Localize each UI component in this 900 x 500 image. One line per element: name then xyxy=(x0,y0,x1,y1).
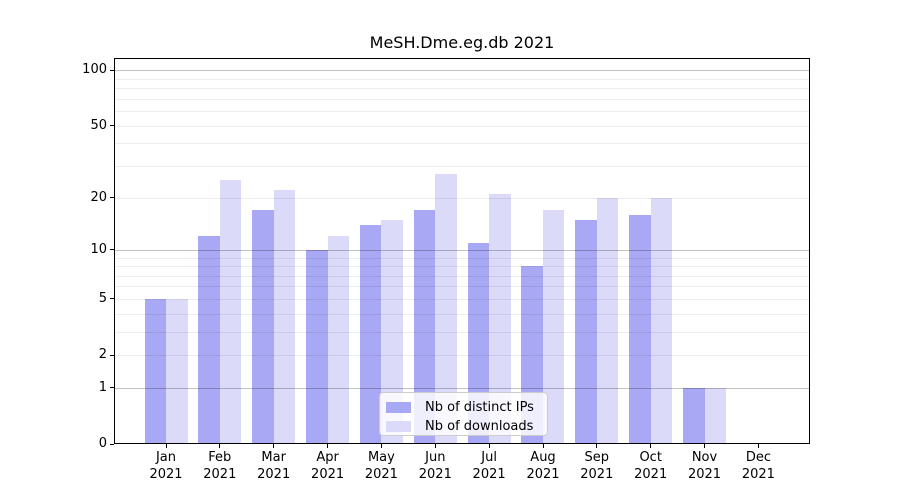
plot-area: Nb of distinct IPs Nb of downloads xyxy=(114,58,810,444)
x-tick-feb xyxy=(219,444,221,448)
y-tick-label-50: 50 xyxy=(90,117,107,133)
gridline-minor xyxy=(114,98,810,100)
x-tick-label-aug: Aug 2021 xyxy=(526,450,560,482)
gridline-minor xyxy=(114,266,810,268)
gridline-major xyxy=(114,70,810,72)
y-tick-2 xyxy=(110,354,114,356)
gridline-minor xyxy=(114,313,810,315)
y-tick-100 xyxy=(110,69,114,71)
gridline-minor xyxy=(114,125,810,127)
x-tick-aug xyxy=(542,444,544,448)
y-tick-label-10: 10 xyxy=(90,241,107,257)
bar-ips-feb xyxy=(198,236,220,444)
chart-title: MeSH.Dme.eg.db 2021 xyxy=(369,33,555,52)
bar-ips-jun xyxy=(413,210,436,444)
y-tick-50 xyxy=(110,125,114,127)
gridline-major xyxy=(114,387,810,389)
legend-row-downloads: Nb of downloads xyxy=(386,417,547,436)
x-tick-mar xyxy=(273,444,275,448)
x-tick-label-apr: Apr 2021 xyxy=(311,450,345,482)
gridline-minor xyxy=(114,355,810,356)
x-tick-sep xyxy=(596,444,598,448)
x-tick-label-sep: Sep 2021 xyxy=(580,450,614,482)
y-tick-1 xyxy=(110,387,114,389)
gridline-major xyxy=(114,249,810,251)
gridline-minor xyxy=(114,78,810,80)
bar-downloads-aug xyxy=(542,210,565,444)
bar-ips-mar xyxy=(252,210,274,444)
bar-ips-jan xyxy=(144,298,166,444)
bar-downloads-nov xyxy=(704,387,726,444)
bar-downloads-feb xyxy=(219,180,242,444)
bar-ips-apr xyxy=(306,249,328,444)
legend-swatch-distinct-ips xyxy=(386,402,411,413)
x-tick-label-jun: Jun 2021 xyxy=(418,450,452,482)
gridline-minor xyxy=(114,197,810,199)
x-tick-jul xyxy=(488,444,490,448)
bar-ips-may xyxy=(359,224,382,444)
x-tick-label-nov: Nov 2021 xyxy=(687,450,722,482)
gridline-minor xyxy=(114,88,810,90)
x-tick-label-may: May 2021 xyxy=(364,450,398,482)
gridlines-layer xyxy=(114,58,810,444)
x-tick-oct xyxy=(650,444,652,448)
y-tick-10 xyxy=(110,249,114,251)
x-tick-label-jul: Jul 2021 xyxy=(472,450,506,482)
bar-downloads-sep xyxy=(596,197,619,444)
legend-label-downloads: Nb of downloads xyxy=(425,419,534,434)
gridline-minor xyxy=(114,331,810,333)
gridline-minor xyxy=(114,257,810,259)
x-tick-label-mar: Mar 2021 xyxy=(257,450,291,482)
legend: Nb of distinct IPs Nb of downloads xyxy=(379,392,548,436)
y-tick-label-100: 100 xyxy=(82,62,107,78)
bar-downloads-mar xyxy=(273,190,296,444)
y-tick-20 xyxy=(110,197,114,198)
x-tick-jun xyxy=(434,444,436,448)
x-tick-may xyxy=(380,444,382,448)
bar-ips-oct xyxy=(629,214,651,444)
x-tick-label-feb: Feb 2021 xyxy=(203,450,237,482)
bar-downloads-oct xyxy=(650,197,673,444)
y-tick-label-2: 2 xyxy=(98,347,107,362)
gridline-minor xyxy=(114,111,810,113)
bar-ips-nov xyxy=(683,387,705,444)
x-tick-apr xyxy=(327,444,329,448)
bar-downloads-jun xyxy=(435,174,457,444)
y-tick-label-1: 1 xyxy=(98,379,107,395)
bar-downloads-apr xyxy=(327,236,350,444)
x-tick-dec xyxy=(757,444,759,448)
gridline-minor xyxy=(114,275,810,277)
legend-swatch-downloads xyxy=(386,421,411,432)
y-tick-0 xyxy=(110,443,114,445)
gridline-minor xyxy=(114,166,810,167)
bar-downloads-jul xyxy=(489,193,511,444)
gridline-minor xyxy=(114,143,810,145)
legend-label-distinct-ips: Nb of distinct IPs xyxy=(425,400,534,415)
x-tick-nov xyxy=(704,444,705,448)
x-tick-label-dec: Dec 2021 xyxy=(741,450,775,482)
gridline-minor xyxy=(114,286,810,288)
x-tick-jan xyxy=(165,444,167,448)
y-tick-5 xyxy=(110,298,114,300)
gridline-minor xyxy=(114,298,810,300)
y-tick-label-0: 0 xyxy=(98,436,107,451)
x-tick-label-oct: Oct 2021 xyxy=(634,450,668,482)
y-tick-label-5: 5 xyxy=(98,290,107,306)
legend-row-distinct-ips: Nb of distinct IPs xyxy=(386,398,547,417)
bar-downloads-jan xyxy=(166,298,188,444)
x-tick-label-jan: Jan 2021 xyxy=(149,450,183,482)
y-tick-label-20: 20 xyxy=(90,189,107,205)
